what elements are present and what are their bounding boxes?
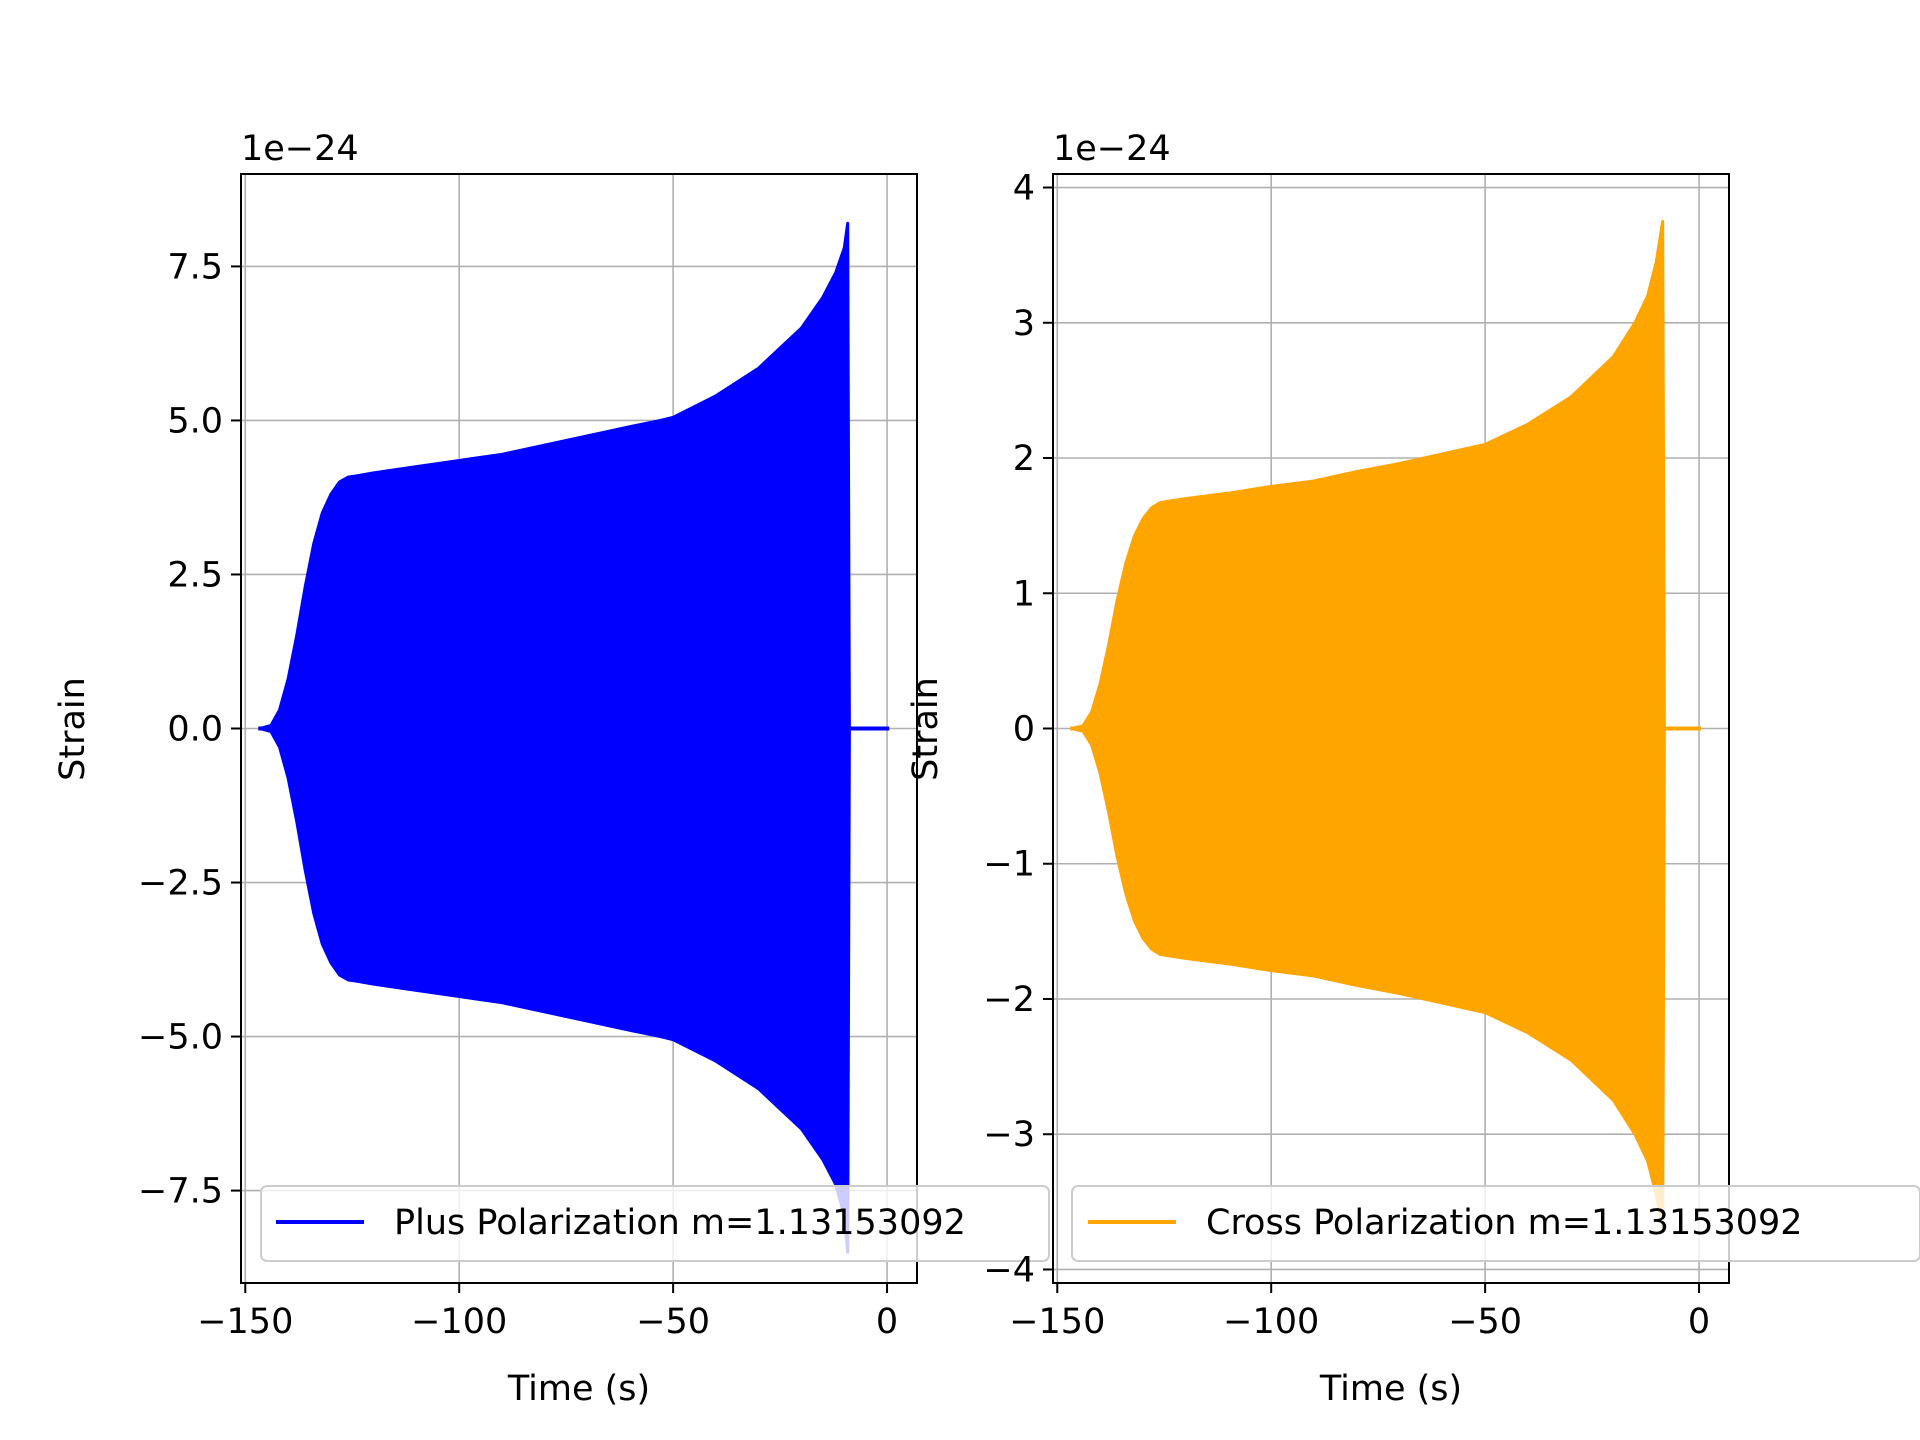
x-axis-label: Time (s) xyxy=(1319,1369,1462,1409)
x-tick-label: −100 xyxy=(411,1302,507,1342)
y-tick-label: 3 xyxy=(1013,304,1035,344)
y-tick-label: 7.5 xyxy=(167,247,223,287)
legend: Cross Polarization m=1.13153092 xyxy=(1071,1185,1920,1262)
y-tick-label: 2 xyxy=(1013,439,1035,479)
y-tick-label: −4 xyxy=(983,1250,1035,1290)
y-offset-text: 1e−24 xyxy=(241,129,359,169)
y-axis-label: Strain xyxy=(906,677,946,781)
series-layer xyxy=(1070,219,1702,1231)
series-layer xyxy=(258,221,890,1254)
y-tick-label: −2 xyxy=(983,980,1035,1020)
legend-entry-cross: Cross Polarization m=1.13153092 xyxy=(1206,1203,1803,1243)
x-tick-label: −100 xyxy=(1223,1302,1319,1342)
x-tick-label: −50 xyxy=(636,1302,710,1342)
legend: Plus Polarization m=1.13153092 xyxy=(260,1185,1050,1262)
y-tick-label: 5.0 xyxy=(167,401,223,441)
y-tick-label: 0.0 xyxy=(167,710,223,750)
y-ticks: −7.5 −5.0 −2.5 0.0 2.5 5.0 7.5 xyxy=(138,247,241,1212)
y-tick-label: 0 xyxy=(1013,710,1035,750)
y-ticks: −4 −3 −2 −1 0 1 2 3 4 xyxy=(983,169,1053,1290)
x-tick-label: −150 xyxy=(197,1302,293,1342)
x-tick-label: −150 xyxy=(1009,1302,1105,1342)
y-offset-text: 1e−24 xyxy=(1053,129,1171,169)
plus-polarization-subplot: −150 −100 −50 0 −7.5 −5.0 −2.5 0.0 2.5 5.0 7.5 1e… xyxy=(53,129,1050,1409)
y-tick-label: 1 xyxy=(1013,574,1035,614)
y-tick-label: −7.5 xyxy=(138,1172,223,1212)
y-tick-label: −5.0 xyxy=(138,1018,223,1058)
cross-polarization-subplot: −150 −100 −50 0 −4 −3 −2 −1 0 1 2 3 4 1e−24 Time (s… xyxy=(906,129,1920,1409)
y-tick-label: 4 xyxy=(1013,169,1035,209)
x-ticks: −150 −100 −50 0 xyxy=(197,1283,898,1342)
y-axis-label: Strain xyxy=(53,677,93,781)
y-tick-label: −1 xyxy=(983,845,1035,885)
y-tick-label: −3 xyxy=(983,1115,1035,1155)
legend-box xyxy=(260,1185,1050,1262)
y-tick-label: −2.5 xyxy=(138,864,223,904)
legend-box xyxy=(1071,1185,1920,1262)
y-tick-label: 2.5 xyxy=(167,555,223,595)
x-ticks: −150 −100 −50 0 xyxy=(1009,1283,1710,1342)
legend-entry-plus: Plus Polarization m=1.13153092 xyxy=(394,1203,966,1243)
x-tick-label: 0 xyxy=(876,1302,898,1342)
x-tick-label: 0 xyxy=(1688,1302,1710,1342)
x-axis-label: Time (s) xyxy=(507,1369,650,1409)
x-tick-label: −50 xyxy=(1448,1302,1522,1342)
